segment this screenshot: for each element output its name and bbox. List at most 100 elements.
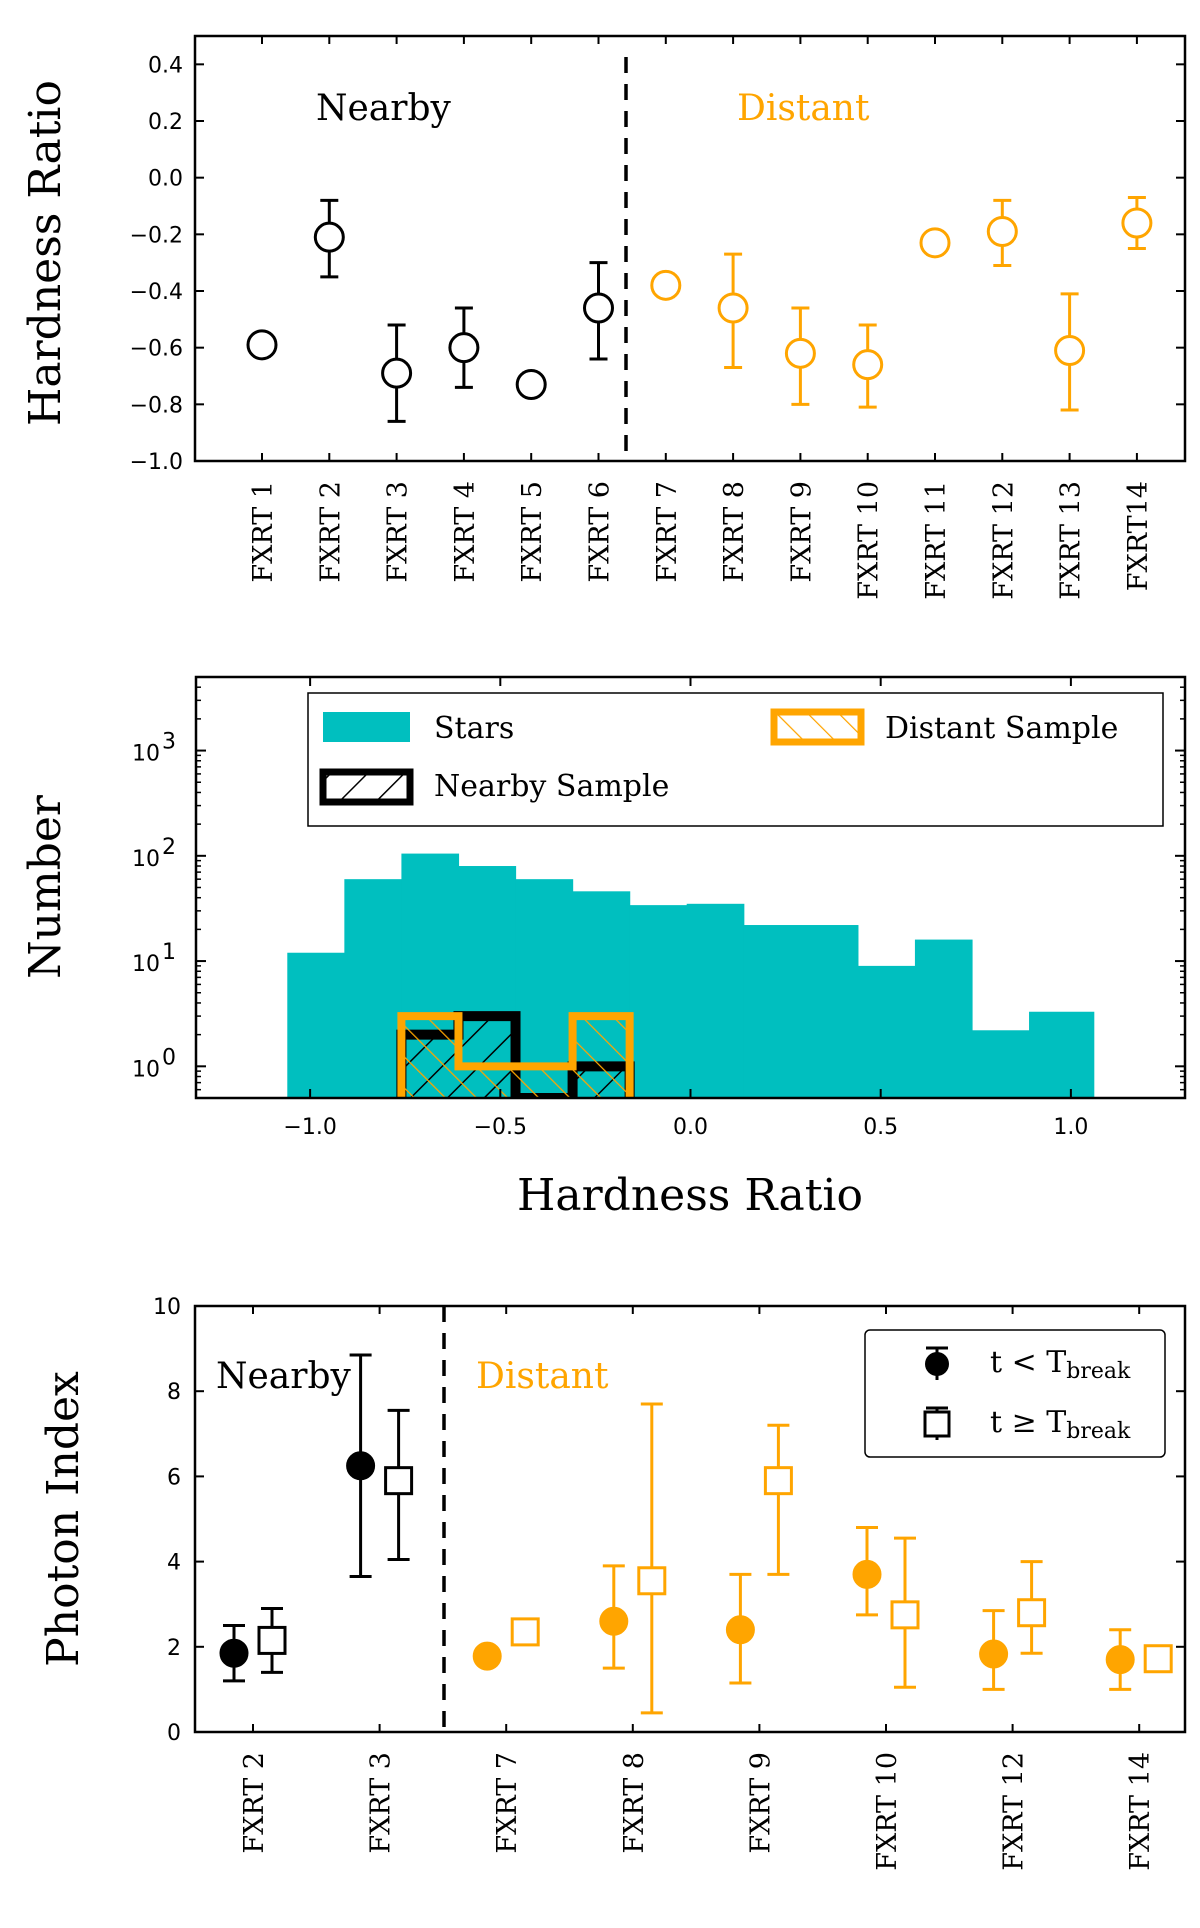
stars-bar (914, 939, 973, 1098)
y-tick-label: 10 (132, 952, 160, 977)
legend-swatch-nearby (319, 768, 414, 806)
category-label: FXRT 10 (872, 1752, 903, 1871)
marker-filled-circle (219, 1638, 249, 1668)
category-label: FXRT 13 (1056, 481, 1087, 600)
data-point (448, 306, 480, 389)
region-label-nearby: Nearby (316, 88, 452, 129)
data-point-before-break (852, 1526, 882, 1617)
y-tick-exponent: 2 (162, 835, 176, 860)
distant-bar (458, 1066, 516, 1098)
marker-open-square (384, 1466, 414, 1496)
marker-filled-circle (472, 1641, 502, 1671)
distant-bar (401, 1016, 459, 1098)
distant-outline (397, 1012, 634, 1098)
legend: t < Tbreak t ≥ Tbreak (864, 1329, 1166, 1458)
data-point-after-break (763, 1423, 793, 1576)
category-label: FXRT 2 (239, 1752, 270, 1854)
marker-filled-circle (599, 1606, 629, 1636)
legend-label-before: t < Tbreak (990, 1345, 1131, 1384)
y-tick-label: 6 (167, 1465, 181, 1490)
marker-open-circle (1121, 207, 1153, 239)
data-point-before-break (725, 1572, 755, 1685)
region-label-distant: Distant (737, 88, 870, 129)
marker-open-circle (313, 221, 345, 253)
marker-open-square (510, 1617, 540, 1647)
y-axis-label: Hardness Ratio (20, 80, 71, 426)
stars-bar (629, 905, 688, 1098)
stars-bar (971, 1030, 1030, 1098)
category-label: FXRT 8 (619, 1752, 650, 1854)
y-axis-label: Number (20, 794, 71, 979)
data-point-before-break (219, 1624, 249, 1683)
category-label: FXRT 9 (786, 481, 817, 583)
legend-label-stars: Stars (434, 711, 514, 746)
panel-hardness-ratio: 0.4 0.2 0.0 −0.2 −0.4 −0.6 −0.8 −1.0 Nearby Dis… (20, 34, 1187, 600)
data-point (1054, 292, 1086, 412)
y-tick-label: 10 (132, 1057, 160, 1082)
y-tick-label: 4 (167, 1551, 181, 1576)
y-tick-label: 0.2 (148, 110, 183, 135)
x-tick-label: 1.0 (1053, 1115, 1088, 1140)
y-tick-label: 8 (167, 1380, 181, 1405)
region-label-nearby: Nearby (216, 1356, 352, 1397)
category-label: FXRT 14 (1125, 1752, 1156, 1871)
data-point-before-break (346, 1353, 376, 1579)
y-tick-label: 2 (167, 1636, 181, 1661)
category-label: FXRT 8 (719, 481, 750, 583)
x-tick-label: 0.5 (863, 1115, 898, 1140)
data-point-after-break (510, 1617, 540, 1647)
y-tick-label: −0.4 (130, 280, 183, 305)
category-label: FXRT 7 (652, 481, 683, 583)
data-point-after-break (1017, 1560, 1047, 1655)
data-point-after-break (637, 1402, 667, 1715)
marker-open-circle (919, 227, 951, 259)
y-axis-label: Photon Index (38, 1371, 89, 1667)
data-point-after-break (1143, 1644, 1173, 1674)
marker-filled-circle (1105, 1645, 1135, 1675)
y-tick-label: 0.0 (148, 167, 183, 192)
y-tick-label: −0.6 (130, 337, 183, 362)
marker-open-circle (246, 329, 278, 361)
category-label: FXRT 12 (999, 1752, 1030, 1871)
data-point (381, 323, 413, 423)
marker-filled-circle (725, 1615, 755, 1645)
marker-open-circle (650, 269, 682, 301)
legend-swatch-stars (323, 712, 410, 742)
marker-open-circle (1054, 335, 1086, 366)
legend-label-after: t ≥ Tbreak (990, 1405, 1131, 1444)
data-point (986, 198, 1018, 267)
marker-open-circle (583, 292, 614, 324)
marker-open-circle (717, 292, 749, 324)
category-label: FXRT 7 (492, 1752, 523, 1854)
marker-open-circle (448, 332, 480, 364)
data-point (717, 252, 749, 369)
stars-bar (287, 952, 345, 1098)
category-label: FXRT14 (1123, 481, 1154, 591)
category-label: FXRT 3 (383, 481, 414, 583)
marker-open-square (1143, 1644, 1173, 1674)
plot-frame (194, 675, 1187, 1100)
stars-bar (743, 925, 802, 1098)
marker-open-square (890, 1600, 920, 1630)
category-label: FXRT 11 (921, 481, 952, 600)
data-point-before-break (472, 1641, 502, 1671)
marker-open-square (637, 1566, 667, 1596)
x-tick-label: 0.0 (673, 1115, 708, 1140)
data-point-after-break (384, 1408, 414, 1561)
data-point-before-break (979, 1609, 1009, 1691)
marker-filled-circle (346, 1451, 376, 1481)
y-tick-exponent: 3 (162, 730, 176, 755)
marker-open-circle (852, 349, 884, 381)
category-label: FXRT 6 (585, 481, 616, 583)
data-point (583, 261, 614, 361)
marker-filled-circle (852, 1559, 882, 1589)
y-tick-exponent: 1 (162, 940, 176, 965)
region-label-distant: Distant (476, 1356, 609, 1397)
data-point (784, 306, 816, 406)
data-point-after-break (890, 1536, 920, 1689)
category-label: FXRT 4 (450, 481, 481, 583)
stars-bar (515, 879, 574, 1098)
category-label: FXRT 9 (745, 1752, 776, 1854)
